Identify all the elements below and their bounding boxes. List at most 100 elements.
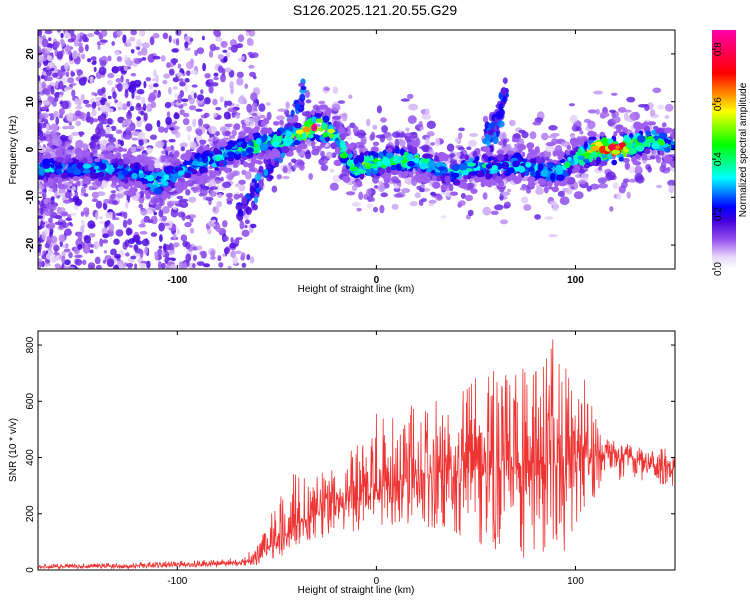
halo-cell — [512, 133, 521, 140]
ridge-cell — [346, 148, 352, 155]
noise-cell — [85, 44, 89, 52]
ridge-cell — [252, 132, 261, 139]
noise-cell — [189, 227, 195, 234]
ridge-cell — [128, 156, 138, 164]
noise-cell — [221, 68, 226, 76]
noise-cell — [213, 76, 219, 81]
halo-cell — [458, 200, 466, 206]
halo-cell — [568, 103, 576, 107]
noise-cell — [154, 251, 159, 261]
halo-cell — [612, 182, 619, 190]
noise-cell — [59, 91, 64, 96]
noise-cell — [241, 55, 245, 61]
halo-cell — [208, 125, 218, 135]
ridge-cell — [411, 146, 418, 155]
noise-cell — [103, 250, 108, 254]
ridge-cell — [255, 138, 262, 145]
ridge-cell — [322, 132, 328, 138]
ridge-cell — [611, 159, 618, 166]
ridge-cell — [145, 192, 151, 200]
noise-cell — [150, 232, 158, 237]
noise-cell — [95, 264, 102, 269]
halo-cell — [430, 142, 436, 146]
halo-cell — [657, 104, 664, 110]
ridge-cell — [357, 180, 362, 188]
halo-cell — [509, 119, 516, 127]
noise-cell — [204, 97, 211, 105]
noise-cell — [125, 227, 132, 236]
halo-cell — [446, 143, 455, 152]
noise-cell — [38, 252, 42, 257]
ridge-cell — [200, 153, 206, 160]
noise-cell — [225, 100, 232, 106]
halo-cell — [482, 206, 492, 216]
halo-cell — [650, 155, 656, 160]
noise-cell — [55, 80, 59, 89]
snr-x-axis-label: Height of straight line (km) — [298, 585, 415, 596]
noise-cell — [70, 70, 74, 77]
x-tick-label: 0 — [374, 576, 380, 587]
halo-cell — [318, 100, 326, 105]
ridge-cell — [613, 131, 618, 137]
halo-cell — [664, 114, 670, 120]
noise-cell — [81, 219, 85, 225]
noise-cell — [211, 82, 219, 87]
ridge-cell — [658, 132, 668, 140]
halo-cell — [237, 96, 246, 105]
ridge-cell — [464, 154, 470, 161]
halo-cell — [577, 179, 587, 185]
noise-cell — [153, 69, 157, 78]
halo-cell — [38, 208, 41, 213]
halo-cell — [265, 102, 271, 106]
halo-cell — [611, 116, 621, 124]
halo-cell — [68, 134, 73, 141]
halo-cell — [541, 132, 549, 141]
noise-cell — [95, 211, 99, 220]
y-tick-label: 0 — [25, 567, 36, 573]
noise-cell — [101, 227, 108, 236]
noise-cell — [81, 224, 85, 228]
halo-cell — [289, 145, 297, 151]
noise-cell — [200, 89, 204, 94]
halo-cell — [532, 121, 542, 126]
halo-cell — [276, 174, 282, 180]
ridge-cell — [599, 145, 607, 154]
ridge-cell — [466, 174, 472, 180]
noise-cell — [138, 223, 146, 228]
noise-cell — [171, 48, 179, 53]
ridge-cell — [489, 170, 498, 175]
halo-cell — [58, 114, 64, 119]
snr-frame — [37, 330, 676, 571]
halo-cell — [282, 175, 290, 180]
noise-cell — [47, 224, 55, 230]
halo-cell — [391, 203, 399, 210]
halo-cell — [408, 103, 418, 111]
halo-cell — [597, 177, 607, 184]
noise-cell — [239, 220, 245, 230]
noise-cell — [168, 35, 172, 43]
ridge-cell — [212, 137, 217, 142]
halo-cell — [102, 139, 108, 144]
ridge-cell — [134, 180, 143, 189]
noise-cell — [67, 228, 71, 235]
ridge-cell — [93, 165, 100, 170]
noise-cell — [143, 112, 148, 122]
ridge-cell — [310, 109, 316, 116]
halo-cell — [122, 219, 128, 228]
branch-cell — [502, 96, 508, 103]
noise-cell — [143, 138, 148, 145]
ridge-cell — [650, 137, 656, 144]
ridge-cell — [108, 154, 117, 160]
halo-cell — [523, 204, 532, 211]
halo-cell — [507, 188, 512, 193]
noise-cell — [100, 39, 108, 43]
noise-cell — [49, 116, 55, 121]
noise-cell — [225, 52, 231, 58]
noise-cell — [61, 255, 66, 264]
halo-cell — [440, 215, 447, 219]
halo-cell — [635, 164, 642, 173]
halo-cell — [548, 125, 558, 131]
ridge-cell — [271, 141, 280, 147]
halo-cell — [155, 140, 165, 148]
noise-cell — [160, 262, 166, 269]
